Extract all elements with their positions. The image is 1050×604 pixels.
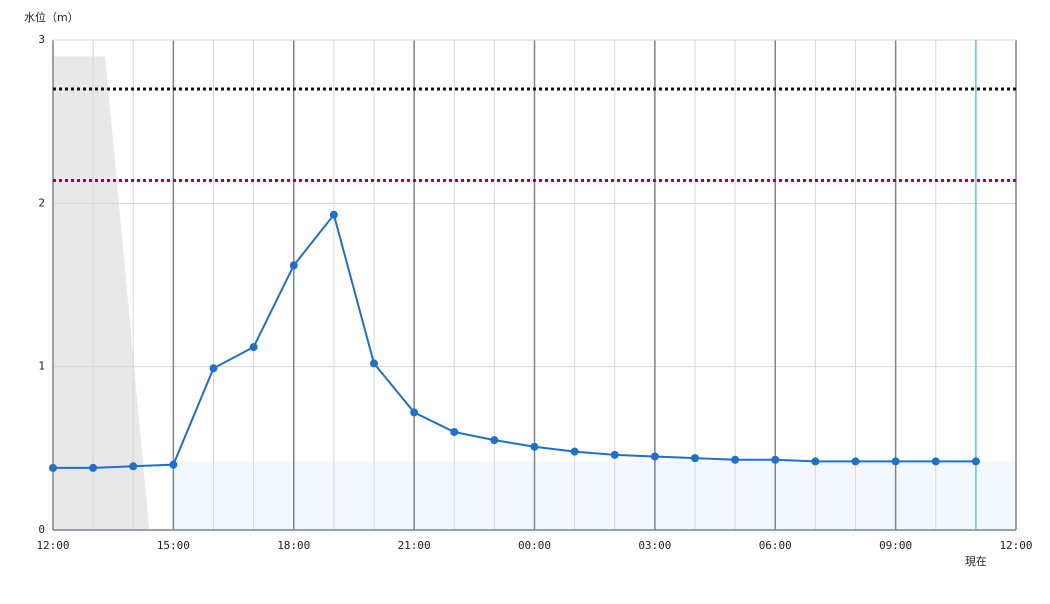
data-point <box>49 463 57 472</box>
y-tick-label: 2 <box>38 196 45 209</box>
data-point <box>971 457 980 466</box>
data-point <box>410 408 419 417</box>
data-point <box>450 428 459 436</box>
data-point <box>209 364 218 373</box>
x-tick-label: 21:00 <box>398 539 431 552</box>
data-point <box>129 462 138 471</box>
now-label: 現在 <box>965 555 987 568</box>
data-point <box>530 442 539 451</box>
x-tick-label: 18:00 <box>277 539 310 552</box>
y-tick-label: 3 <box>38 33 45 46</box>
data-point <box>811 457 820 466</box>
y-tick-label: 1 <box>38 360 45 373</box>
data-point <box>650 452 659 461</box>
data-point <box>771 455 780 464</box>
x-tick-label: 15:00 <box>157 539 190 552</box>
data-point <box>931 457 940 466</box>
x-tick-label: 00:00 <box>518 539 551 552</box>
y-axis-label: 水位（m） <box>24 10 79 24</box>
x-tick-label: 09:00 <box>879 539 912 552</box>
data-point <box>329 210 338 219</box>
shaded-region <box>53 56 150 530</box>
x-tick-label: 12:00 <box>36 539 69 552</box>
data-point <box>610 450 619 459</box>
data-line <box>53 212 976 469</box>
data-point <box>289 261 298 270</box>
data-point <box>490 436 499 445</box>
x-tick-label: 12:00 <box>999 539 1032 552</box>
x-tick-label: 03:00 <box>638 539 671 552</box>
data-point <box>891 457 900 466</box>
data-point <box>731 455 740 464</box>
data-point <box>570 447 579 456</box>
data-point <box>370 359 378 368</box>
normal-band <box>173 461 1016 530</box>
data-point <box>89 463 98 472</box>
y-tick-label: 0 <box>38 523 45 536</box>
data-point <box>169 460 178 469</box>
data-point <box>249 343 258 352</box>
x-tick-label: 06:00 <box>759 539 792 552</box>
data-point <box>691 454 699 463</box>
data-point <box>851 457 860 466</box>
